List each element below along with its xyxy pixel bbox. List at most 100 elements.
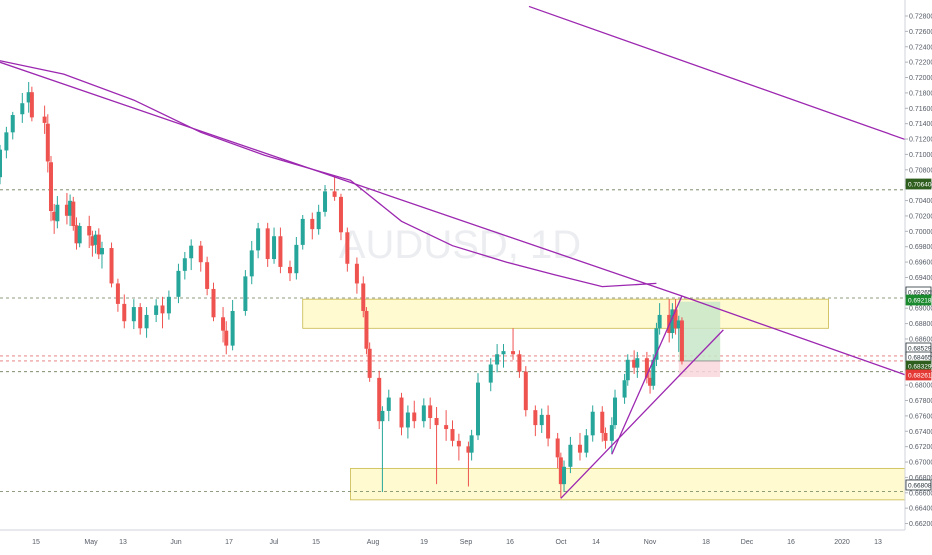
price-tick-label: 0.67800	[909, 398, 932, 405]
price-tick-label: 0.69600	[909, 260, 932, 267]
candle-down	[278, 236, 283, 267]
candle-down	[45, 123, 50, 162]
candle-down	[603, 432, 608, 441]
price-tick-label: 0.71400	[909, 121, 932, 128]
candle-down	[115, 283, 120, 304]
price-tick-label: 0.70000	[909, 229, 932, 236]
candle-down	[198, 245, 203, 263]
candle-down	[466, 446, 471, 453]
candle-up	[670, 309, 675, 334]
price-tick-label: 0.67200	[909, 444, 932, 451]
price-tag-label: 0.69218	[908, 298, 932, 305]
time-tick-label: 18	[702, 539, 710, 546]
candle-down	[354, 263, 359, 284]
candle-up	[609, 425, 614, 441]
candle-up	[4, 132, 9, 151]
price-tag-box	[905, 369, 932, 381]
candle-down	[221, 317, 226, 331]
price-tick-label: 0.68800	[909, 321, 932, 328]
candle-up	[590, 411, 595, 436]
time-tick-label: 19	[420, 539, 428, 546]
candle-up	[475, 382, 480, 436]
candle-down	[517, 354, 522, 372]
candle-down	[673, 309, 678, 329]
price-tick-label: 0.72200	[909, 60, 932, 67]
support-zone	[350, 467, 906, 501]
price-tick-label: 0.66200	[909, 521, 932, 528]
candle-up	[501, 351, 506, 355]
time-tick-label: Aug	[367, 539, 380, 546]
candle-up	[189, 245, 194, 259]
candle-up	[495, 354, 500, 365]
candle-down	[109, 248, 114, 284]
trendline	[560, 329, 724, 499]
symbol-watermark: AUDUSD, 1D	[339, 223, 581, 267]
candle-up	[300, 218, 305, 245]
candle-up	[562, 466, 567, 485]
candle-up	[625, 359, 630, 381]
price-tag-label: 0.70640	[908, 182, 932, 189]
candle-up	[539, 414, 544, 426]
time-tick-label: Jun	[170, 539, 181, 546]
candle-up	[613, 397, 618, 426]
candle-down	[211, 288, 216, 318]
price-tag-box	[905, 294, 932, 306]
candle-down	[377, 377, 382, 422]
candle-down	[74, 225, 79, 244]
time-tick-label: 13	[119, 539, 127, 546]
price-tag-box	[905, 479, 932, 491]
candle-down	[577, 444, 582, 453]
candle-up	[584, 435, 589, 453]
candle-up	[488, 364, 493, 383]
candle-up	[99, 248, 104, 255]
candle-down	[42, 116, 47, 123]
candle-down	[287, 266, 292, 274]
price-tick-label: 0.72600	[909, 29, 932, 36]
price-tick-label: 0.71600	[909, 106, 932, 113]
price-tick-label: 0.70400	[909, 198, 932, 205]
candle-down	[338, 196, 343, 233]
candle-down	[310, 218, 315, 230]
price-tick-label: 0.70800	[909, 167, 932, 174]
candle-up	[230, 310, 235, 346]
candle-down	[224, 330, 229, 346]
candle-up	[657, 314, 662, 329]
candle-down	[523, 371, 528, 411]
trendline	[681, 295, 906, 376]
price-tick-label: 0.69400	[909, 275, 932, 282]
price-tick-label: 0.71200	[909, 137, 932, 144]
price-tick-label: 0.66600	[909, 490, 932, 497]
candle-down	[87, 225, 92, 236]
candle-up	[651, 359, 656, 386]
candle-up	[243, 276, 248, 311]
candle-down	[71, 201, 76, 226]
candle-up	[405, 412, 410, 428]
candle-up	[20, 103, 25, 115]
candle-down	[600, 411, 605, 433]
candle-down	[160, 305, 165, 314]
time-tick-label: 15	[32, 539, 40, 546]
moving-average-line	[0, 60, 657, 288]
time-tick-label: Sep	[460, 539, 473, 546]
candle-down	[558, 457, 563, 485]
candle-down	[399, 397, 404, 428]
candle-up	[256, 228, 261, 251]
price-tick-label: 0.66400	[909, 506, 932, 513]
candle-up	[176, 270, 181, 297]
candle-up	[10, 115, 15, 133]
time-tick-label: 15	[312, 539, 320, 546]
candle-down	[444, 425, 449, 430]
price-tick-label: 0.66800	[909, 475, 932, 482]
price-tick-label: 0.71800	[909, 90, 932, 97]
time-tick-label: 13	[874, 539, 882, 546]
candle-down	[96, 234, 101, 255]
price-tick-label: 0.70200	[909, 213, 932, 220]
take-profit-area	[678, 301, 721, 361]
candle-down	[533, 410, 538, 426]
time-tick-label: Dec	[741, 539, 754, 546]
candle-down	[456, 440, 461, 447]
trendline	[528, 5, 906, 141]
candle-down	[632, 359, 637, 368]
